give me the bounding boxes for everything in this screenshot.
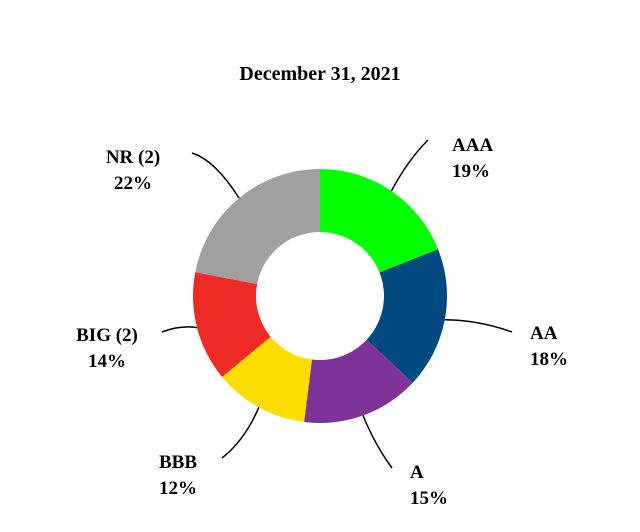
leader-line xyxy=(390,139,429,192)
value-label: 12% xyxy=(159,478,197,499)
leader-line xyxy=(161,326,198,333)
donut-slice xyxy=(366,249,447,383)
value-label: 15% xyxy=(410,488,448,509)
category-label: AAA xyxy=(452,135,493,156)
leader-line xyxy=(362,415,393,469)
donut-slice xyxy=(320,169,439,273)
category-label: AA xyxy=(530,323,558,344)
donut-slice xyxy=(222,336,312,422)
chart-title: December 31, 2021 xyxy=(239,63,400,85)
category-label: BIG (2) xyxy=(76,325,138,346)
value-label: 14% xyxy=(88,351,126,372)
donut-slice xyxy=(195,169,320,285)
leader-line xyxy=(221,406,260,459)
donut-slice xyxy=(192,272,271,377)
leader-line xyxy=(444,319,513,333)
category-label: A xyxy=(410,462,424,483)
category-label: BBB xyxy=(159,452,197,473)
donut-slice xyxy=(304,339,413,423)
category-label: NR (2) xyxy=(106,147,160,168)
value-label: 18% xyxy=(530,349,568,370)
leader-line xyxy=(191,152,240,199)
value-label: 19% xyxy=(452,161,490,182)
value-label: 22% xyxy=(114,173,152,194)
